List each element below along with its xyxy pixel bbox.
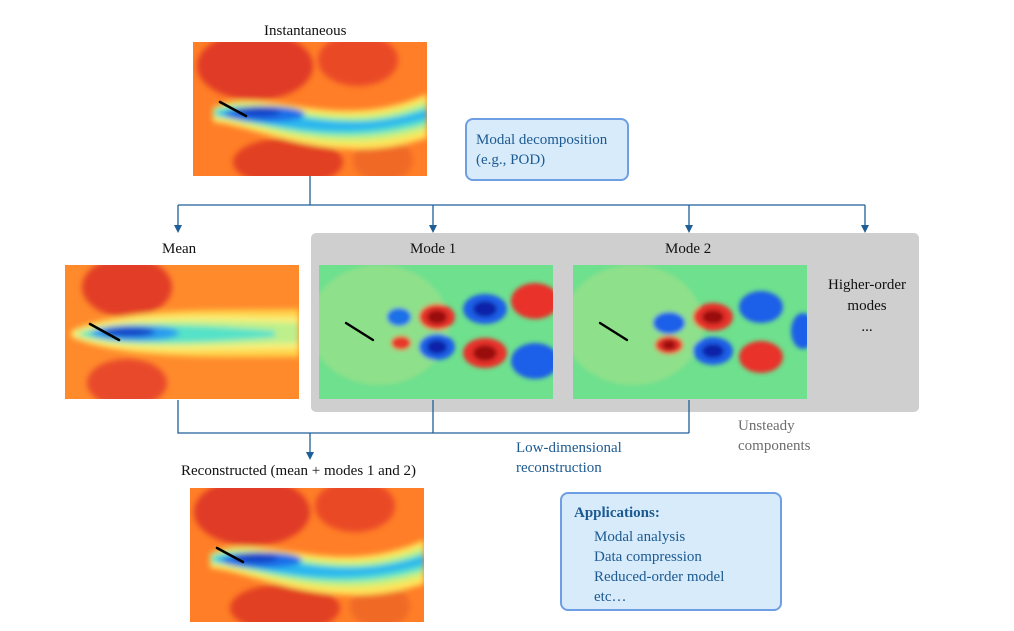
lowdim-line2: reconstruction — [516, 460, 602, 476]
mean-label: Mean — [162, 241, 197, 257]
mode1-label: Mode 1 — [410, 241, 457, 257]
low-dimensional-reconstruction-label: Low-dimensional reconstruction — [516, 438, 622, 478]
mode2-field-image — [573, 265, 807, 399]
merge-from-mean — [177, 400, 689, 434]
modal-decomposition-line2: (e.g., POD) — [476, 152, 546, 168]
higher-order-line1: Higher-order — [828, 277, 906, 293]
higher-order-modes-text: Higher-order modes ... — [812, 275, 922, 338]
instantaneous-label: Instantaneous — [264, 23, 347, 39]
unsteady-line2: components — [738, 438, 811, 454]
unsteady-components-label: Unsteady components — [738, 416, 811, 456]
instantaneous-field-image — [193, 42, 427, 176]
mode2-label: Mode 2 — [665, 241, 712, 257]
modal-decomposition-callout: Modal decomposition (e.g., POD) — [465, 118, 629, 181]
higher-order-line2: modes — [847, 298, 887, 314]
applications-item: Data compression — [594, 549, 702, 565]
applications-item: etc… — [594, 589, 627, 605]
reconstructed-label: Reconstructed (mean + modes 1 and 2) — [181, 463, 417, 479]
mode1-field-image — [319, 265, 553, 399]
reconstructed-field-image — [190, 488, 424, 622]
applications-title: Applications: — [574, 505, 660, 521]
unsteady-line1: Unsteady — [738, 418, 795, 434]
applications-item: Modal analysis — [594, 529, 686, 545]
modal-decomposition-line1: Modal decomposition — [476, 132, 608, 148]
lowdim-line1: Low-dimensional — [516, 440, 622, 456]
applications-callout: Applications: Modal analysis Data compre… — [560, 492, 782, 611]
mean-field-image — [65, 265, 299, 399]
higher-order-line3: ... — [861, 319, 873, 335]
applications-item: Reduced-order model — [594, 569, 725, 585]
